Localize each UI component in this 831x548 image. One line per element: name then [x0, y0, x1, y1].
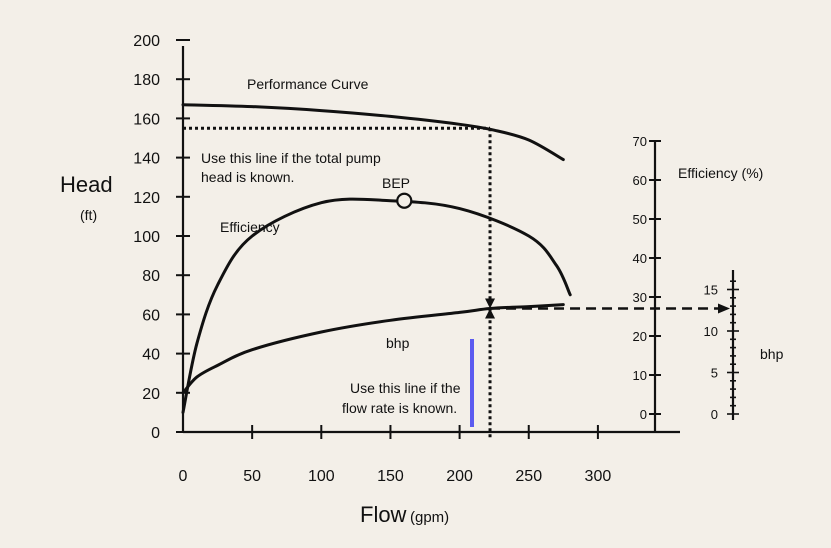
- performance-curve-line: [181, 103, 565, 162]
- x-tick-label: 200: [446, 468, 473, 485]
- bhp-tick-label: 15: [704, 283, 718, 298]
- bhp-curve-label: bhp: [386, 335, 410, 351]
- x-tick-label: 100: [308, 468, 335, 485]
- x-tick-label: 150: [377, 468, 404, 485]
- efficiency-tick-label: 20: [633, 329, 647, 344]
- y-tick-label: 200: [133, 33, 160, 50]
- performance-curve-label: Performance Curve: [247, 76, 369, 92]
- head-note-line2: head is known.: [201, 169, 294, 185]
- y-tick-label: 80: [142, 268, 160, 285]
- efficiency-axis-label: Efficiency (%): [678, 165, 763, 181]
- efficiency-curve-label: Efficiency: [220, 219, 280, 235]
- efficiency-tick-label: 60: [633, 173, 647, 188]
- efficiency-tick-label: 30: [633, 290, 647, 305]
- efficiency-tick-label: 70: [633, 134, 647, 149]
- efficiency-tick-label: 40: [633, 251, 647, 266]
- arrow-right-icon: [718, 303, 730, 314]
- y-axis-unit: (ft): [80, 207, 97, 223]
- x-tick-label: 250: [515, 468, 542, 485]
- efficiency-curve-line: [181, 197, 572, 414]
- flow-note-line1: Use this line if the: [350, 380, 461, 396]
- x-axis-unit: (gpm): [410, 509, 449, 526]
- y-tick-label: 180: [133, 72, 160, 89]
- bep-point: [396, 192, 413, 209]
- arrow-down-icon: [485, 298, 496, 309]
- bep-label: BEP: [382, 175, 410, 191]
- y-tick-label: 140: [133, 151, 160, 168]
- bhp-tick-label: 10: [704, 324, 718, 339]
- x-tick-label: 0: [179, 468, 188, 485]
- bhp-axis-label: bhp: [760, 346, 784, 362]
- efficiency-tick-label: 0: [640, 407, 647, 422]
- y-tick-label: 60: [142, 307, 160, 324]
- y-tick-label: 0: [151, 425, 160, 442]
- x-tick-label: 50: [243, 468, 261, 485]
- y-tick-label: 20: [142, 386, 160, 403]
- y-tick-label: 40: [142, 347, 160, 364]
- head-note-line1: Use this line if the total pump: [201, 150, 381, 166]
- x-axis-label: Flow: [360, 502, 407, 527]
- y-tick-label: 100: [133, 229, 160, 246]
- efficiency-tick-label: 10: [633, 368, 647, 383]
- flow-note-line2: flow rate is known.: [342, 400, 457, 416]
- y-tick-label: 120: [133, 190, 160, 207]
- y-axis-label: Head: [60, 172, 113, 197]
- highlight-marker: [470, 339, 474, 427]
- arrow-up-icon: [485, 308, 496, 319]
- y-tick-label: 160: [133, 111, 160, 128]
- efficiency-tick-label: 50: [633, 212, 647, 227]
- x-tick-label: 300: [585, 468, 612, 485]
- bhp-tick-label: 5: [711, 366, 718, 381]
- bhp-tick-label: 0: [711, 407, 718, 422]
